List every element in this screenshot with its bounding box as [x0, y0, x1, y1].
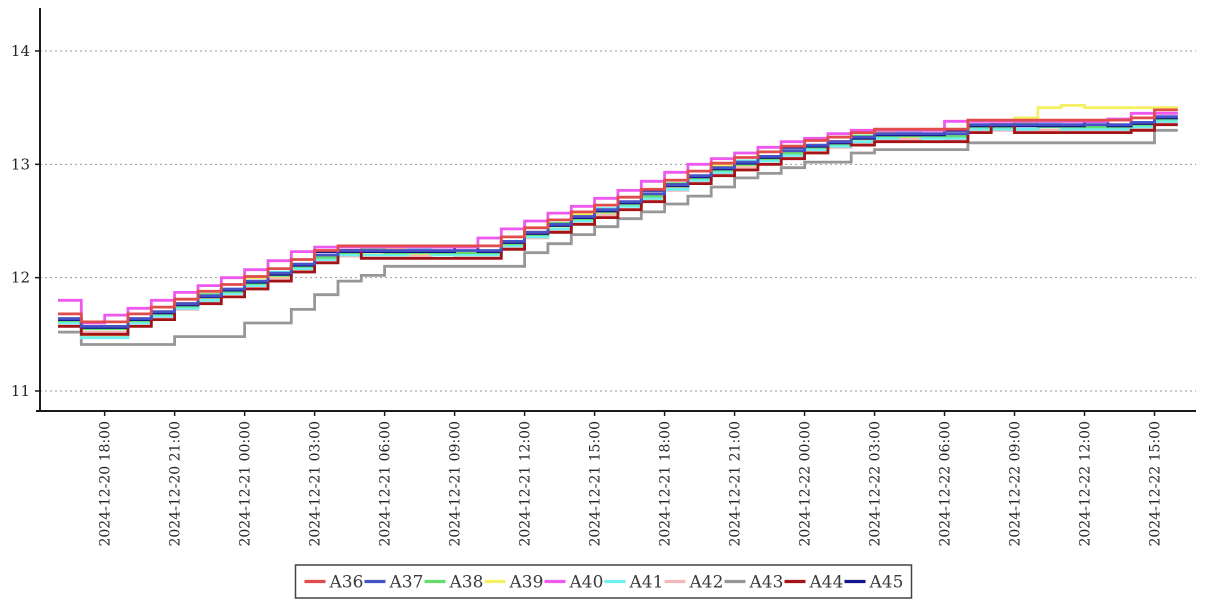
legend-box: [294, 564, 913, 599]
legend-label-A40: A40: [569, 573, 604, 593]
x-tick-label: 2024-12-21 21:00: [728, 421, 744, 547]
series-line-A36: [58, 108, 1178, 324]
y-tick-label-14: 14: [11, 42, 30, 60]
series-line-A44: [58, 123, 1178, 336]
legend-item-A41: A41: [604, 573, 664, 593]
legend-label-A45: A45: [869, 573, 904, 593]
x-tick-label: 2024-12-22 09:00: [1008, 421, 1024, 547]
legend-label-A39: A39: [509, 573, 544, 593]
x-tick-label: 2024-12-21 00:00: [238, 421, 254, 547]
x-tick-label: 2024-12-21 18:00: [658, 421, 674, 547]
y-tick-label-13: 13: [11, 155, 30, 173]
legend-item-A38: A38: [424, 573, 484, 593]
x-tick-label: 2024-12-22 06:00: [938, 421, 954, 547]
legend-label-A36: A36: [329, 573, 364, 593]
x-tick-label: 2024-12-21 09:00: [448, 421, 464, 547]
legend: A36 A37 A38 A39 A40 A41 A42 A43 A44 A45: [294, 564, 913, 599]
legend-item-A40: A40: [544, 573, 604, 593]
x-tick-label: 2024-12-21 03:00: [308, 421, 324, 547]
x-tick-label: 2024-12-21 15:00: [588, 421, 604, 547]
x-tick-label: 2024-12-20 18:00: [98, 421, 114, 547]
legend-item-A45: A45: [844, 573, 904, 593]
legend-item-A43: A43: [724, 573, 784, 593]
series-line-A43: [58, 128, 1178, 346]
x-tick-label: 2024-12-22 12:00: [1078, 421, 1094, 547]
x-tick-label: 2024-12-22 03:00: [868, 421, 884, 547]
series-line-A37: [58, 115, 1178, 328]
legend-label-A42: A42: [689, 573, 724, 593]
legend-item-A42: A42: [664, 573, 724, 593]
x-tick-label: 2024-12-20 21:00: [168, 421, 184, 547]
x-tick-label: 2024-12-21 06:00: [378, 421, 394, 547]
legend-item-A44: A44: [784, 573, 844, 593]
legend-label-A37: A37: [389, 573, 424, 593]
legend-label-A43: A43: [749, 573, 784, 593]
y-tick-label-11: 11: [11, 382, 30, 400]
x-tick-label: 2024-12-22 00:00: [798, 421, 814, 547]
x-tick-label: 2024-12-21 12:00: [518, 421, 534, 547]
series-line-A41: [58, 119, 1178, 340]
legend-label-A41: A41: [629, 573, 664, 593]
legend-label-A44: A44: [809, 573, 844, 593]
y-tick-label-12: 12: [11, 269, 30, 287]
legend-item-A39: A39: [484, 573, 544, 593]
legend-label-A38: A38: [449, 573, 484, 593]
x-tick-label: 2024-12-22 15:00: [1148, 421, 1164, 547]
legend-item-A37: A37: [364, 573, 424, 593]
legend-item-A36: A36: [304, 573, 364, 593]
